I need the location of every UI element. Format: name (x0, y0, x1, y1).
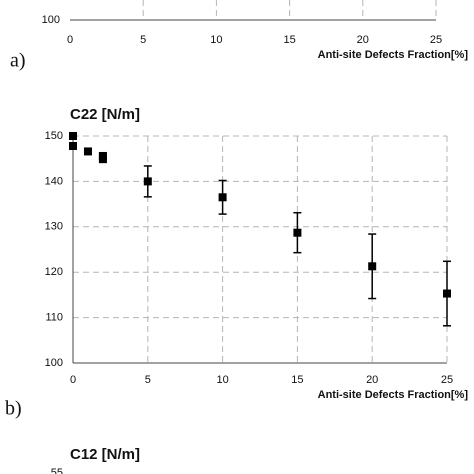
y-tick-label: 150 (45, 130, 63, 142)
x-tick-label: 25 (430, 34, 442, 46)
panel-label: b) (5, 398, 22, 420)
chart-title: C22 [N/m] (70, 106, 140, 123)
y-tick-label: 100 (45, 357, 63, 369)
x-tick-label: 0 (70, 374, 76, 386)
x-tick-label: 5 (145, 374, 151, 386)
x-tick-label: 15 (291, 374, 303, 386)
marker (143, 177, 152, 186)
y-tick-label: 110 (45, 312, 63, 324)
y-tick-label: 55 (51, 467, 63, 474)
panel-label: a) (10, 50, 26, 72)
marker (443, 289, 451, 298)
x-axis-label: Anti-site Defects Fraction[%] (318, 49, 469, 61)
x-tick-label: 0 (67, 34, 73, 46)
chart-title: C12 [N/m] (70, 446, 140, 463)
x-axis-label: Anti-site Defects Fraction[%] (318, 389, 469, 401)
x-tick-label: 5 (140, 34, 146, 46)
marker (69, 141, 77, 150)
x-tick-label: 10 (210, 34, 222, 46)
marker (368, 262, 377, 271)
x-tick-label: 20 (357, 34, 369, 46)
x-tick-label: 20 (366, 374, 378, 386)
marker (218, 193, 227, 202)
y-tick-label: 140 (45, 175, 63, 187)
marker (293, 228, 302, 237)
x-tick-label: 15 (283, 34, 295, 46)
y-tick-label: 120 (45, 266, 63, 278)
y-tick-label: 130 (45, 221, 63, 233)
marker (69, 132, 77, 140)
marker (98, 155, 107, 164)
x-tick-label: 25 (441, 374, 453, 386)
y-tick-label: 100 (42, 14, 60, 26)
marker (83, 147, 92, 156)
x-tick-label: 10 (216, 374, 228, 386)
